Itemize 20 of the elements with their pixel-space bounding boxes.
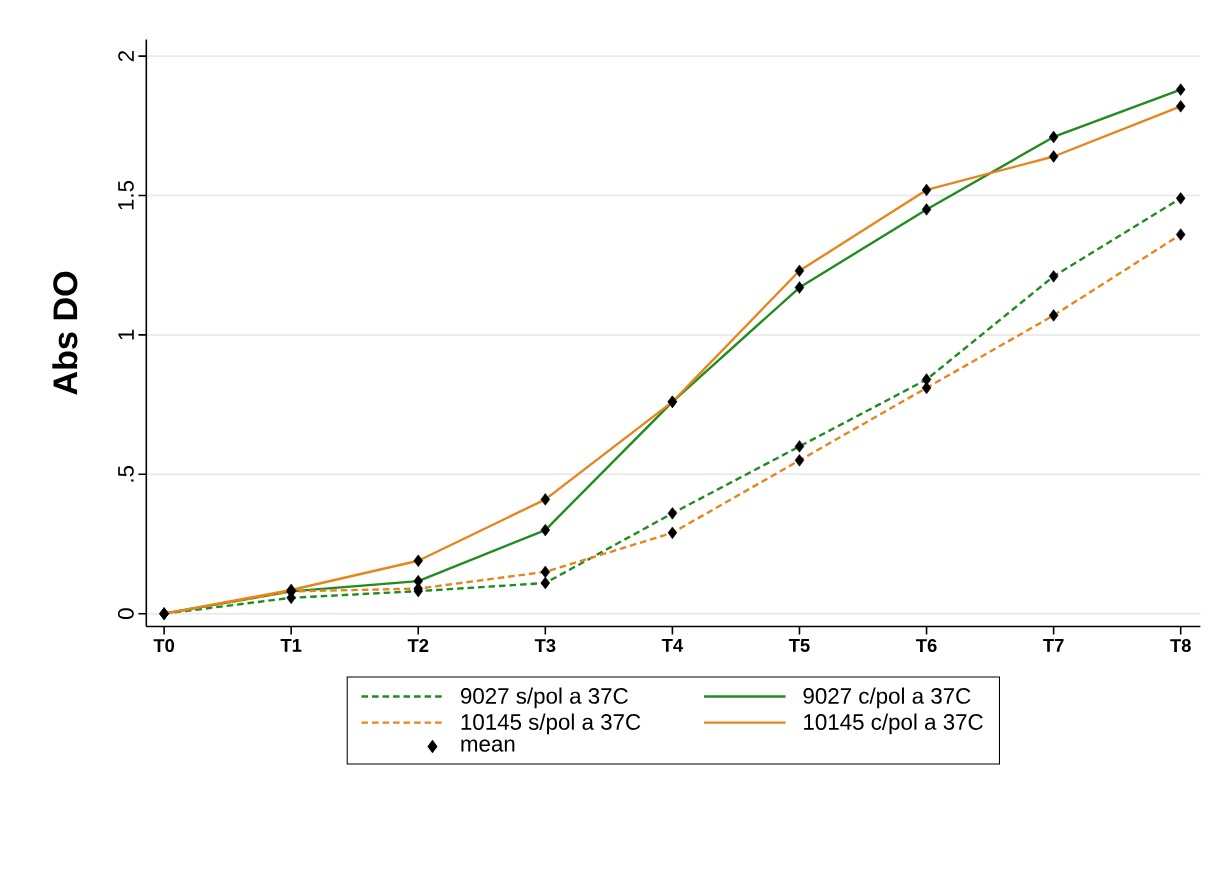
x-tick-label: T2 [407, 639, 429, 652]
legend-label: 9027 s/pol a 37C [460, 687, 628, 709]
legend-label: mean [461, 739, 515, 752]
x-tick-label: T8 [1170, 639, 1191, 653]
y-tick-label: 0 [117, 608, 134, 620]
legend-label: 9027 c/pol a 37C [803, 687, 971, 709]
y-tick-label: 1.5 [118, 181, 134, 210]
x-tick-label: T1 [280, 639, 302, 652]
x-tick-label: T4 [661, 639, 684, 652]
x-tick-label: T5 [788, 639, 810, 652]
legend-label: 10145 s/pol a 37C [461, 713, 641, 735]
x-tick-label: T6 [916, 639, 937, 653]
legend-label: 10145 c/pol a 37C [804, 713, 983, 735]
y-tick-label: .5 [118, 466, 134, 482]
y-tick-label: 2 [118, 51, 134, 62]
x-tick-label: T7 [1043, 639, 1064, 652]
x-tick-label: T3 [534, 639, 556, 653]
y-axis-title: Abs DO [52, 271, 78, 395]
x-tick-label: T0 [153, 639, 175, 653]
y-tick-label: 1 [118, 329, 134, 340]
